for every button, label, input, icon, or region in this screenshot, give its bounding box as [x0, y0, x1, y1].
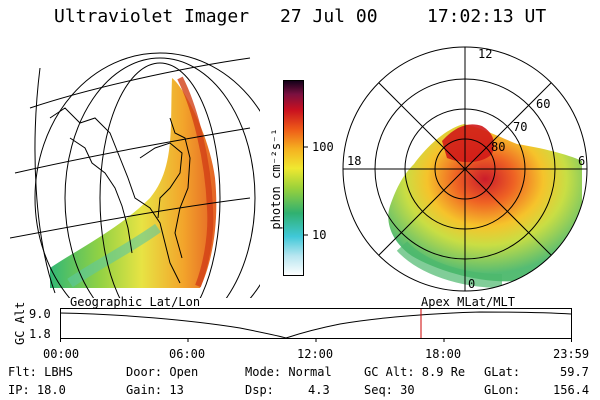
altitude-timeline: [60, 308, 572, 342]
timeline-yaxis-label: GC Alt: [13, 301, 27, 345]
polar-plot: [342, 46, 588, 292]
glon-value: 156.4: [553, 383, 590, 397]
aurora-swath-map: [50, 78, 217, 288]
time-label: 17:02:13 UT: [427, 6, 547, 27]
mlt-label-6: 6: [578, 154, 586, 168]
x-tick-0600: 06:00: [169, 347, 206, 361]
gc-alt-status: GC Alt: 8.9 Re: [364, 365, 466, 379]
colorbar-unit-label: photon cm⁻²s⁻¹: [269, 128, 283, 230]
dsp-label: Dsp:: [245, 383, 274, 397]
altitude-curve: [60, 311, 572, 339]
x-tick-2359: 23:59: [553, 347, 590, 361]
timeline-ymax-label: 9.0: [29, 307, 51, 321]
lat-label-70: 70: [513, 120, 528, 134]
timeline-right-label: Apex MLat/MLT: [421, 295, 515, 309]
timeline-ymin-label: 1.8: [29, 327, 51, 341]
glat-label: GLat:: [484, 365, 521, 379]
filter-status: Flt: LBHS: [8, 365, 74, 379]
colorbar-tick-100: 100: [312, 140, 334, 154]
door-status: Door: Open: [126, 365, 199, 379]
x-tick-1200: 12:00: [297, 347, 334, 361]
glat-value: 59.7: [560, 365, 589, 379]
instrument-title: Ultraviolet Imager: [54, 6, 250, 27]
colorbar: [283, 80, 308, 276]
mlt-label-12: 12: [478, 47, 493, 61]
timeline-left-label: Geographic Lat/Lon: [70, 295, 201, 309]
glon-label: GLon:: [484, 383, 521, 397]
lat-label-80: 80: [491, 140, 506, 154]
continent-outline: [49, 107, 191, 284]
x-tick-0000: 00:00: [43, 347, 80, 361]
x-tick-1800: 18:00: [425, 347, 462, 361]
dsp-value: 4.3: [308, 383, 330, 397]
mlt-label-0: 0: [468, 277, 476, 291]
geographic-map: [10, 52, 260, 298]
lat-label-60: 60: [536, 97, 551, 111]
ip-status: IP: 18.0: [8, 383, 66, 397]
colorbar-tick-10: 10: [312, 228, 327, 242]
seq-status: Seq: 30: [364, 383, 415, 397]
gain-status: Gain: 13: [126, 383, 184, 397]
date-label: 27 Jul 00: [280, 6, 378, 27]
aurora-region-polar: [388, 124, 582, 282]
mlt-label-18: 18: [347, 154, 362, 168]
mode-status: Mode: Normal: [245, 365, 332, 379]
